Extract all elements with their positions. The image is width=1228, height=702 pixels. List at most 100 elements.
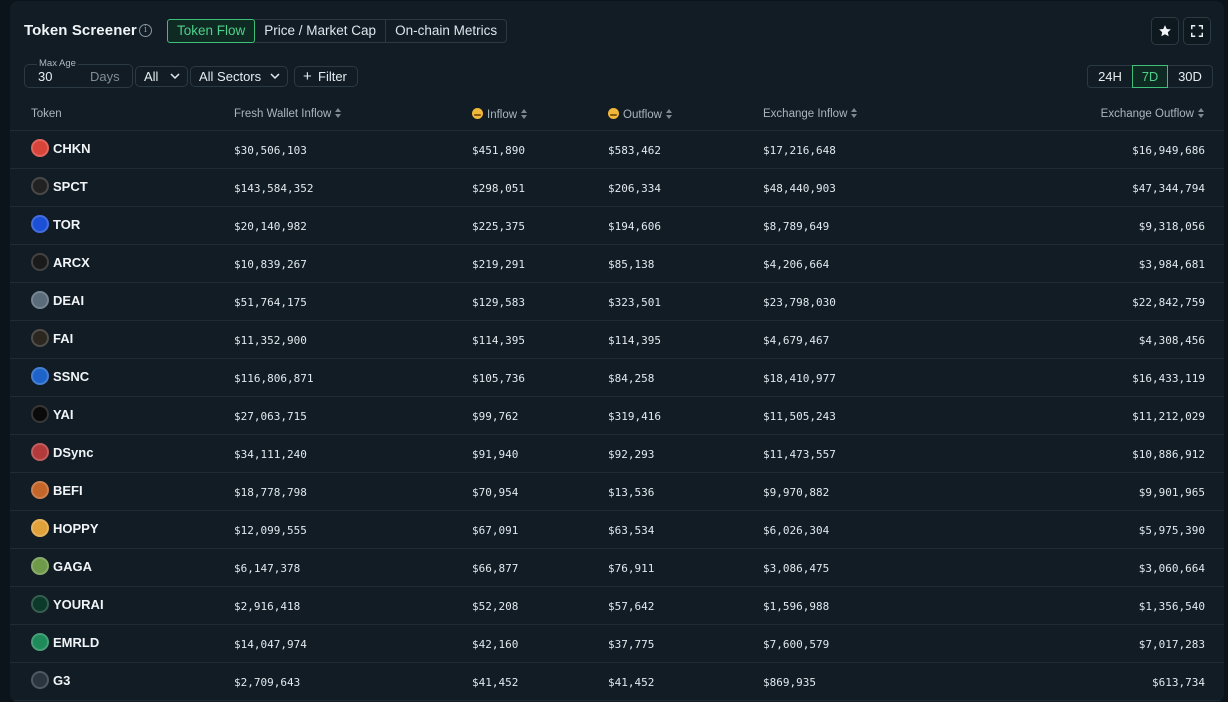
exchange-inflow-value: $17,216,648 <box>763 144 836 157</box>
inflow-value: $129,583 <box>472 296 525 309</box>
fresh-wallet-inflow-value: $2,709,643 <box>234 676 301 689</box>
favorite-button[interactable] <box>1151 17 1179 45</box>
token-symbol[interactable]: ARCX <box>53 254 90 270</box>
fresh-wallet-inflow-value: $11,352,900 <box>234 334 307 347</box>
token-cell[interactable]: FAI <box>31 329 73 347</box>
token-symbol[interactable]: YAI <box>53 406 74 422</box>
time-range-selector: 24H 7D 30D <box>1087 65 1213 88</box>
exchange-inflow-value: $11,505,243 <box>763 410 836 423</box>
table-row[interactable]: HOPPY $12,099,555 $67,091 $63,534 $6,026,304… <box>10 511 1224 549</box>
table-row[interactable]: CHKN $30,506,103 $451,890 $583,462 $17,216,6… <box>10 131 1224 169</box>
exchange-outflow-value: $5,975,390 <box>1138 524 1205 537</box>
token-symbol[interactable]: DEAI <box>53 292 85 308</box>
token-cell[interactable]: DSync <box>31 443 93 461</box>
sort-icon <box>335 108 342 118</box>
token-symbol[interactable]: GAGA <box>53 558 92 574</box>
inflow-value: $105,736 <box>472 372 525 385</box>
exchange-inflow-value: $9,970,882 <box>763 486 830 499</box>
time-range-24h[interactable]: 24H <box>1098 69 1122 84</box>
token-cell[interactable]: ARCX <box>31 253 90 271</box>
table-row[interactable]: SPCT $143,584,352 $298,051 $206,334 $48,440,… <box>10 169 1224 207</box>
table-row[interactable]: G3 $2,709,643 $41,452 $41,452 $869,935 $613,7… <box>10 663 1224 701</box>
filter-button[interactable]: + Filter <box>294 66 358 87</box>
token-symbol[interactable]: YOURAI <box>53 596 104 612</box>
tab-price-market-cap[interactable]: Price / Market Cap <box>255 20 387 42</box>
tab-on-chain-metrics[interactable]: On-chain Metrics <box>395 23 498 38</box>
table-row[interactable]: GAGA $6,147,378 $66,877 $76,911 $3,086,475 $3… <box>10 549 1224 587</box>
column-header-exchange-outflow[interactable]: Exchange Outflow <box>1101 108 1205 120</box>
token-cell[interactable]: BEFI <box>31 481 83 499</box>
table-row[interactable]: BEFI $18,778,798 $70,954 $13,536 $9,970,882 $… <box>10 473 1224 511</box>
max-age-value[interactable]: 30 <box>38 69 53 84</box>
inflow-value: $41,452 <box>472 676 519 689</box>
table-row[interactable]: SSNC $116,806,871 $105,736 $84,258 $18,410,9… <box>10 359 1224 397</box>
token-cell[interactable]: CHKN <box>31 139 91 157</box>
token-symbol[interactable]: EMRLD <box>53 634 100 650</box>
plus-icon: + <box>303 68 312 85</box>
token-cell[interactable]: YAI <box>31 405 73 423</box>
token-symbol[interactable]: SPCT <box>53 178 88 194</box>
token-logo-icon <box>31 557 49 575</box>
token-cell[interactable]: SPCT <box>31 177 88 195</box>
column-header-fresh-wallet-inflow[interactable]: Fresh Wallet Inflow <box>234 108 342 120</box>
exchange-inflow-value: $7,600,579 <box>763 638 830 651</box>
exchange-outflow-value: $16,433,119 <box>1132 372 1205 385</box>
table-row[interactable]: YOURAI $2,916,418 $52,208 $57,642 $1,596,988… <box>10 587 1224 625</box>
chain-select[interactable]: All <box>135 66 188 87</box>
table-row[interactable]: YAI $27,063,715 $99,762 $319,416 $11,505,243… <box>10 397 1224 435</box>
fullscreen-button[interactable] <box>1183 17 1211 45</box>
token-cell[interactable]: YOURAI <box>31 595 104 613</box>
exchange-outflow-value: $9,318,056 <box>1138 220 1205 233</box>
table-row[interactable]: EMRLD $14,047,974 $42,160 $37,775 $7,600,579… <box>10 625 1224 663</box>
token-symbol[interactable]: CHKN <box>53 140 91 156</box>
sort-icon <box>666 109 673 119</box>
exchange-outflow-value: $9,901,965 <box>1138 486 1205 499</box>
table-row[interactable]: DSync $34,111,240 $91,940 $92,293 $11,473,55… <box>10 435 1224 473</box>
token-cell[interactable]: SSNC <box>31 367 89 385</box>
token-cell[interactable]: TOR <box>31 215 80 233</box>
outflow-value: $41,452 <box>608 676 655 689</box>
column-header-outflow[interactable]: Outflow <box>608 108 673 121</box>
fresh-wallet-inflow-value: $12,099,555 <box>234 524 307 537</box>
token-symbol[interactable]: HOPPY <box>53 520 99 536</box>
token-symbol[interactable]: FAI <box>53 330 74 346</box>
token-symbol[interactable]: TOR <box>53 216 81 232</box>
token-symbol[interactable]: BEFI <box>53 482 83 498</box>
outflow-value: $323,501 <box>608 296 661 309</box>
column-header-inflow[interactable]: Inflow <box>472 108 528 121</box>
max-age-input[interactable]: Max Age 30 Days <box>24 58 133 88</box>
time-range-7d[interactable]: 7D <box>1132 65 1168 88</box>
token-cell[interactable]: DEAI <box>31 291 84 309</box>
time-range-30d[interactable]: 30D <box>1178 69 1202 84</box>
token-symbol[interactable]: G3 <box>53 672 71 688</box>
column-header-exchange-inflow[interactable]: Exchange Inflow <box>763 108 858 120</box>
outflow-value: $583,462 <box>608 144 661 157</box>
outflow-value: $57,642 <box>608 600 655 613</box>
fresh-wallet-inflow-value: $10,839,267 <box>234 258 307 271</box>
table-row[interactable]: DEAI $51,764,175 $129,583 $323,501 $23,798,0… <box>10 283 1224 321</box>
inflow-value: $70,954 <box>472 486 519 499</box>
sort-icon <box>851 108 858 118</box>
token-logo-icon <box>31 671 49 689</box>
sort-icon <box>1198 108 1205 118</box>
token-cell[interactable]: G3 <box>31 671 70 689</box>
info-icon[interactable]: i <box>139 24 152 37</box>
smiley-icon <box>608 108 619 119</box>
exchange-outflow-value: $1,356,540 <box>1138 600 1205 613</box>
sector-select[interactable]: All Sectors <box>190 66 288 87</box>
exchange-inflow-value: $23,798,030 <box>763 296 836 309</box>
outflow-value: $63,534 <box>608 524 655 537</box>
token-symbol[interactable]: DSync <box>53 444 94 460</box>
tab-token-flow[interactable]: Token Flow <box>167 19 256 43</box>
table-row[interactable]: FAI $11,352,900 $114,395 $114,395 $4,679,467… <box>10 321 1224 359</box>
exchange-outflow-value: $11,212,029 <box>1132 410 1205 423</box>
token-symbol[interactable]: SSNC <box>53 368 90 384</box>
table-row[interactable]: ARCX $10,839,267 $219,291 $85,138 $4,206,664… <box>10 245 1224 283</box>
inflow-value: $219,291 <box>472 258 525 271</box>
exchange-outflow-value: $10,886,912 <box>1132 448 1205 461</box>
table-row[interactable]: TOR $20,140,982 $225,375 $194,606 $8,789,649… <box>10 207 1224 245</box>
token-cell[interactable]: GAGA <box>31 557 92 575</box>
token-cell[interactable]: HOPPY <box>31 519 99 537</box>
token-logo-icon <box>31 177 49 195</box>
token-cell[interactable]: EMRLD <box>31 633 99 651</box>
